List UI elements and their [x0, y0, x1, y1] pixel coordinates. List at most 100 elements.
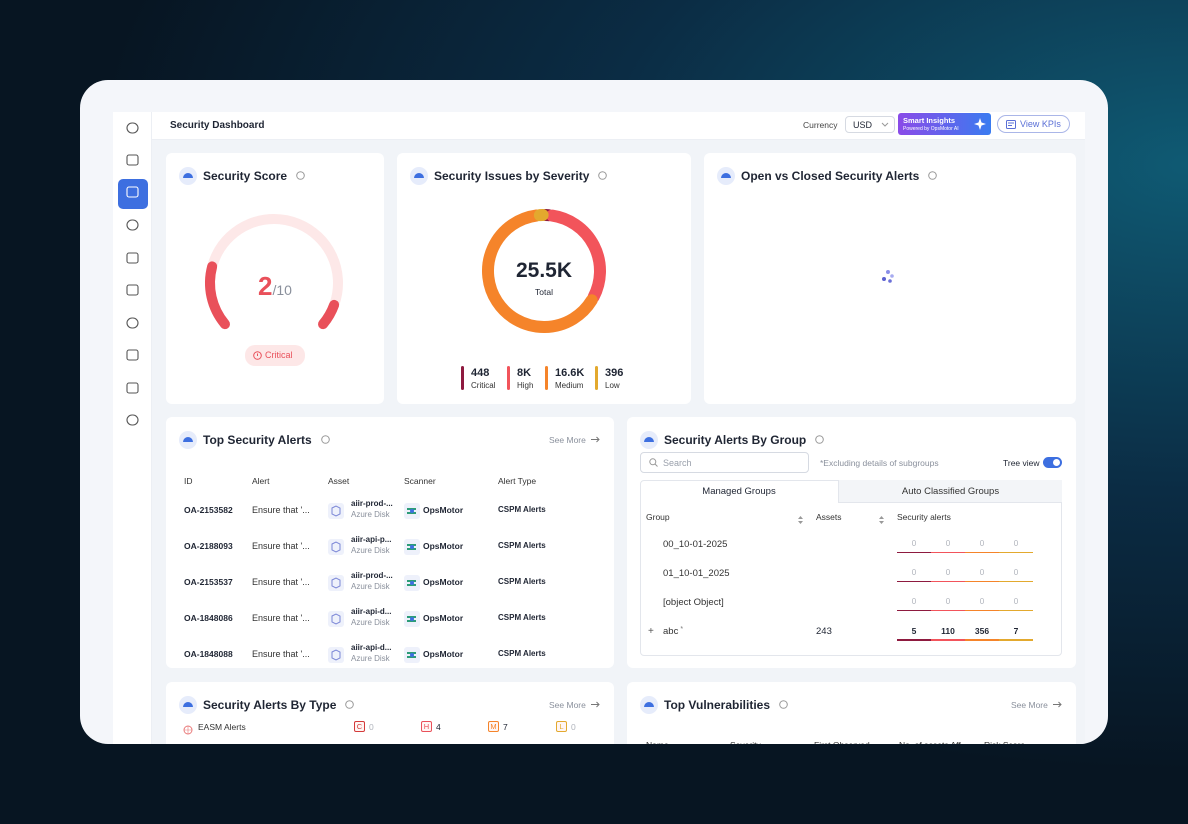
sidebar-icons	[118, 122, 148, 426]
search-placeholder: Search	[663, 458, 692, 468]
currency-select[interactable]: USD	[845, 116, 895, 133]
group-name: 00_10-01-2025	[663, 539, 728, 550]
info-icon	[320, 435, 330, 444]
info-ring	[928, 171, 938, 180]
score: 2/10	[166, 271, 384, 302]
donut-total-label: Total	[535, 287, 553, 297]
view-kpis-label: View KPIs	[1020, 119, 1061, 129]
card-title: Top Vulnerabilities	[664, 698, 788, 712]
column-header: ID	[184, 476, 193, 486]
card-icon	[179, 431, 197, 449]
alert-bar	[897, 581, 931, 582]
legend-label: Critical	[471, 381, 496, 390]
alerts-by-type-card: Security Alerts By Type See More EASM Ale…	[166, 682, 614, 744]
card-icon	[179, 167, 197, 185]
scanner-name: OpsMotor	[423, 505, 464, 515]
legend-swatch	[595, 366, 598, 390]
icon-glyph	[644, 437, 654, 442]
open-closed-card: Open vs Closed Security Alerts	[704, 153, 1076, 404]
alert-bar	[999, 610, 1033, 611]
severity-count: 0	[571, 722, 576, 732]
info-icon	[598, 171, 608, 180]
alert-count: 0	[945, 539, 951, 548]
smart-insights-button[interactable]: Smart Insights Powered by OpsMotor AI	[898, 113, 991, 135]
nav-icon	[126, 154, 139, 166]
column-header: Severity	[730, 740, 761, 744]
currency-value: USD	[853, 120, 873, 130]
tree-view-toggle[interactable]	[1043, 457, 1062, 468]
nav-icon	[126, 382, 139, 394]
alert-count: 5	[911, 626, 917, 636]
expand-button[interactable]: +	[648, 626, 654, 637]
scanner-name: OpsMotor	[423, 577, 464, 587]
arrow	[1052, 701, 1062, 708]
app: Security Dashboard Currency USD Smart In…	[113, 112, 1085, 744]
arrow-path	[590, 436, 600, 443]
icon-glyph	[644, 702, 654, 707]
view-kpis-button[interactable]: View KPIs	[997, 115, 1070, 133]
asset-type: Azure Disk	[351, 654, 390, 663]
asset-icon	[328, 647, 344, 663]
see-more-link[interactable]: See More	[549, 435, 601, 445]
column-header: Security alerts	[897, 512, 951, 522]
tab[interactable]: Managed Groups	[702, 486, 776, 497]
icon-glyph	[721, 173, 731, 178]
icon-glyph	[183, 437, 193, 442]
nav-icon	[126, 317, 139, 329]
card-icon	[410, 167, 428, 185]
severity-count: 7	[503, 722, 508, 732]
type-name: EASM Alerts	[198, 722, 246, 732]
kpi-icon	[1006, 120, 1016, 129]
legend-value: 8K	[517, 367, 531, 379]
scanner-logo	[407, 508, 416, 514]
severity-letter: H	[421, 721, 432, 732]
scanner-name: OpsMotor	[423, 541, 464, 551]
group-name: 01_10-01_2025	[663, 568, 730, 579]
alert-name: Ensure that '...	[252, 613, 310, 623]
column-header: Alert Type	[498, 476, 537, 486]
alert-name: Ensure that '...	[252, 541, 310, 551]
arrow	[590, 436, 600, 443]
see-more-link[interactable]: See More	[1011, 700, 1063, 710]
asset-name: aiir-api-d...	[351, 607, 392, 616]
group-name: [object Object]	[663, 597, 724, 608]
column-header: Alert	[252, 476, 270, 486]
column-header: Scanner	[404, 476, 436, 486]
alerts-by-group-card: Security Alerts By Group Search *Excludi…	[627, 417, 1076, 668]
alert-name: Ensure that '...	[252, 505, 310, 515]
card-title: Security Alerts By Type	[203, 698, 355, 712]
alert-count: 0	[945, 568, 951, 577]
column-header: First Observed	[814, 740, 870, 744]
sort-icon	[878, 512, 885, 530]
cube-icon	[331, 541, 341, 553]
alert-count: 0	[911, 568, 917, 577]
active-nav	[118, 179, 148, 209]
asset-icon	[328, 575, 344, 591]
scanner-logo	[407, 616, 416, 622]
smart-insights-label: Smart Insights	[903, 116, 956, 125]
frame: Security Dashboard Currency USD Smart In…	[80, 80, 1108, 744]
tab[interactable]: Auto Classified Groups	[838, 480, 1062, 503]
search-box[interactable]: Search	[640, 452, 809, 473]
info-icon	[928, 171, 938, 180]
asset-name: aiir-prod-...	[351, 571, 393, 580]
legend-swatch	[545, 366, 548, 390]
asset-type: Azure Disk	[351, 582, 390, 591]
top-alerts-card: Top Security Alerts See More ID Alert Asset…	[166, 417, 614, 668]
nav-icon	[126, 252, 139, 264]
tree-view-label: Tree view	[1003, 458, 1040, 468]
column-header: No. of assets Aff	[899, 740, 961, 744]
card-icon	[179, 696, 197, 714]
group-name: abc *	[663, 626, 684, 637]
card-title: Security Score	[203, 169, 305, 183]
see-more-link[interactable]: See More	[549, 700, 601, 710]
status-badge: Critical	[245, 345, 305, 366]
alert-bar	[965, 552, 999, 553]
cube-icon	[331, 649, 341, 661]
icon-glyph	[183, 702, 193, 707]
column-header: Group	[646, 512, 670, 522]
alert-count: 356	[974, 626, 990, 636]
info-ring	[779, 700, 788, 709]
donut-segment	[546, 209, 606, 303]
alert-bar	[999, 639, 1033, 641]
